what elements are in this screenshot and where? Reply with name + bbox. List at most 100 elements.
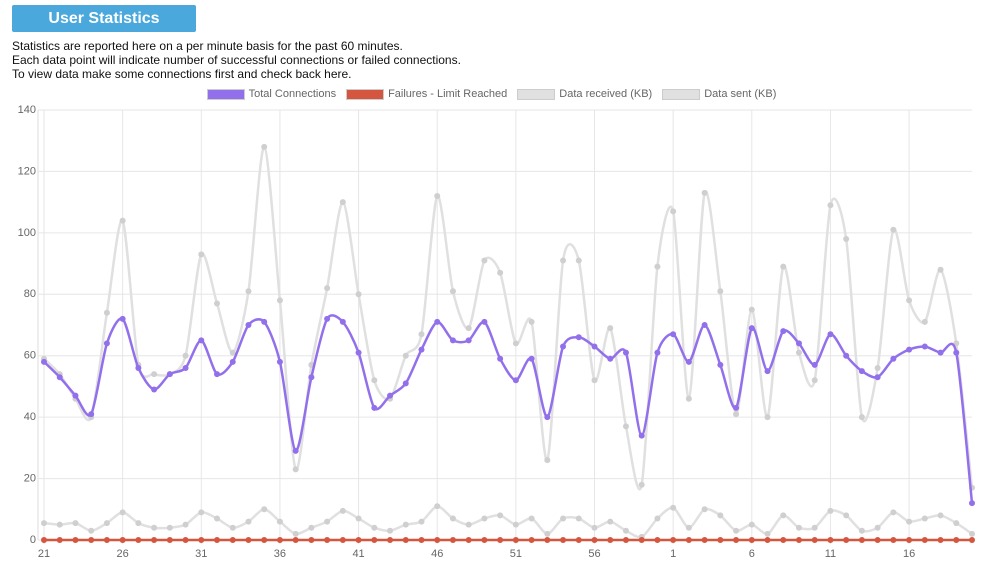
data-point xyxy=(276,358,283,365)
data-point xyxy=(229,358,236,365)
data-point xyxy=(418,346,425,353)
x-tick-label: 36 xyxy=(274,548,286,560)
data-point xyxy=(685,395,692,402)
data-point xyxy=(654,349,661,356)
data-point xyxy=(135,520,142,527)
data-point xyxy=(276,537,283,543)
data-point xyxy=(748,306,755,313)
data-point xyxy=(88,527,95,534)
data-point xyxy=(764,530,771,537)
data-point xyxy=(591,537,598,543)
data-point xyxy=(654,515,661,522)
data-point xyxy=(355,349,362,356)
data-point xyxy=(135,537,142,543)
data-point xyxy=(528,318,535,325)
data-point xyxy=(560,515,567,522)
legend-item[interactable]: Failures - Limit Reached xyxy=(346,88,507,100)
data-point xyxy=(575,537,582,543)
x-tick-label: 31 xyxy=(195,548,207,560)
data-point xyxy=(371,524,378,531)
data-point xyxy=(465,337,472,344)
data-point xyxy=(355,291,362,298)
legend-item[interactable]: Data sent (KB) xyxy=(662,88,776,100)
data-point xyxy=(324,518,331,525)
data-point xyxy=(654,263,661,270)
data-point xyxy=(119,509,126,516)
data-point xyxy=(638,432,645,439)
data-point xyxy=(56,374,63,381)
data-point xyxy=(937,266,944,273)
data-point xyxy=(843,537,850,543)
data-point xyxy=(72,392,79,399)
data-point xyxy=(481,537,488,543)
legend-item[interactable]: Total Connections xyxy=(206,88,337,100)
data-point xyxy=(953,349,960,356)
data-point xyxy=(88,411,95,418)
legend: Total Connections Failures - Limit Reache… xyxy=(0,88,983,100)
data-point xyxy=(402,380,409,387)
data-point xyxy=(371,537,378,543)
data-point xyxy=(780,512,787,519)
data-point xyxy=(355,537,362,543)
data-point xyxy=(575,334,582,341)
data-point xyxy=(276,518,283,525)
data-point xyxy=(780,537,787,543)
x-tick-label: 1 xyxy=(670,548,676,560)
data-point xyxy=(544,530,551,537)
data-point xyxy=(906,346,913,353)
data-point xyxy=(827,537,834,543)
data-point xyxy=(261,318,268,325)
data-point xyxy=(701,189,708,196)
data-point xyxy=(969,530,975,537)
data-point xyxy=(119,537,126,543)
data-point xyxy=(670,331,677,338)
legend-label: Total Connections xyxy=(248,88,337,100)
data-point xyxy=(921,537,928,543)
data-point xyxy=(638,537,645,543)
data-point xyxy=(229,537,236,543)
data-point xyxy=(874,374,881,381)
y-tick-label: 0 xyxy=(30,534,36,546)
data-point xyxy=(591,377,598,384)
data-point xyxy=(858,527,865,534)
data-point xyxy=(937,537,944,543)
data-point xyxy=(843,236,850,242)
data-point xyxy=(733,537,740,543)
legend-item[interactable]: Data received (KB) xyxy=(517,88,652,100)
data-point xyxy=(245,518,252,525)
data-point xyxy=(733,411,740,418)
data-point xyxy=(245,537,252,543)
data-point xyxy=(764,414,771,421)
data-point xyxy=(56,521,63,528)
data-point xyxy=(418,331,425,338)
x-tick-label: 56 xyxy=(588,548,600,560)
data-point xyxy=(622,527,629,534)
data-point xyxy=(843,512,850,519)
data-point xyxy=(701,506,708,513)
data-point xyxy=(434,503,441,510)
data-point xyxy=(261,143,268,150)
data-point xyxy=(465,325,472,332)
legend-swatch xyxy=(662,88,701,100)
data-point xyxy=(481,318,488,325)
data-point xyxy=(544,414,551,421)
data-point xyxy=(795,524,802,531)
data-point xyxy=(151,386,158,393)
x-tick-label: 16 xyxy=(903,548,915,560)
data-point xyxy=(214,515,221,522)
data-point xyxy=(748,325,755,332)
y-tick-label: 60 xyxy=(24,350,36,362)
series-line xyxy=(43,145,974,491)
data-point xyxy=(166,524,173,531)
data-point xyxy=(906,537,913,543)
data-point xyxy=(827,331,834,338)
data-point xyxy=(402,537,409,543)
data-point xyxy=(214,537,221,543)
data-point xyxy=(670,537,677,543)
data-point xyxy=(434,193,441,199)
data-point xyxy=(512,521,519,528)
data-point xyxy=(449,288,456,295)
data-point xyxy=(119,217,126,224)
data-point xyxy=(622,349,629,356)
